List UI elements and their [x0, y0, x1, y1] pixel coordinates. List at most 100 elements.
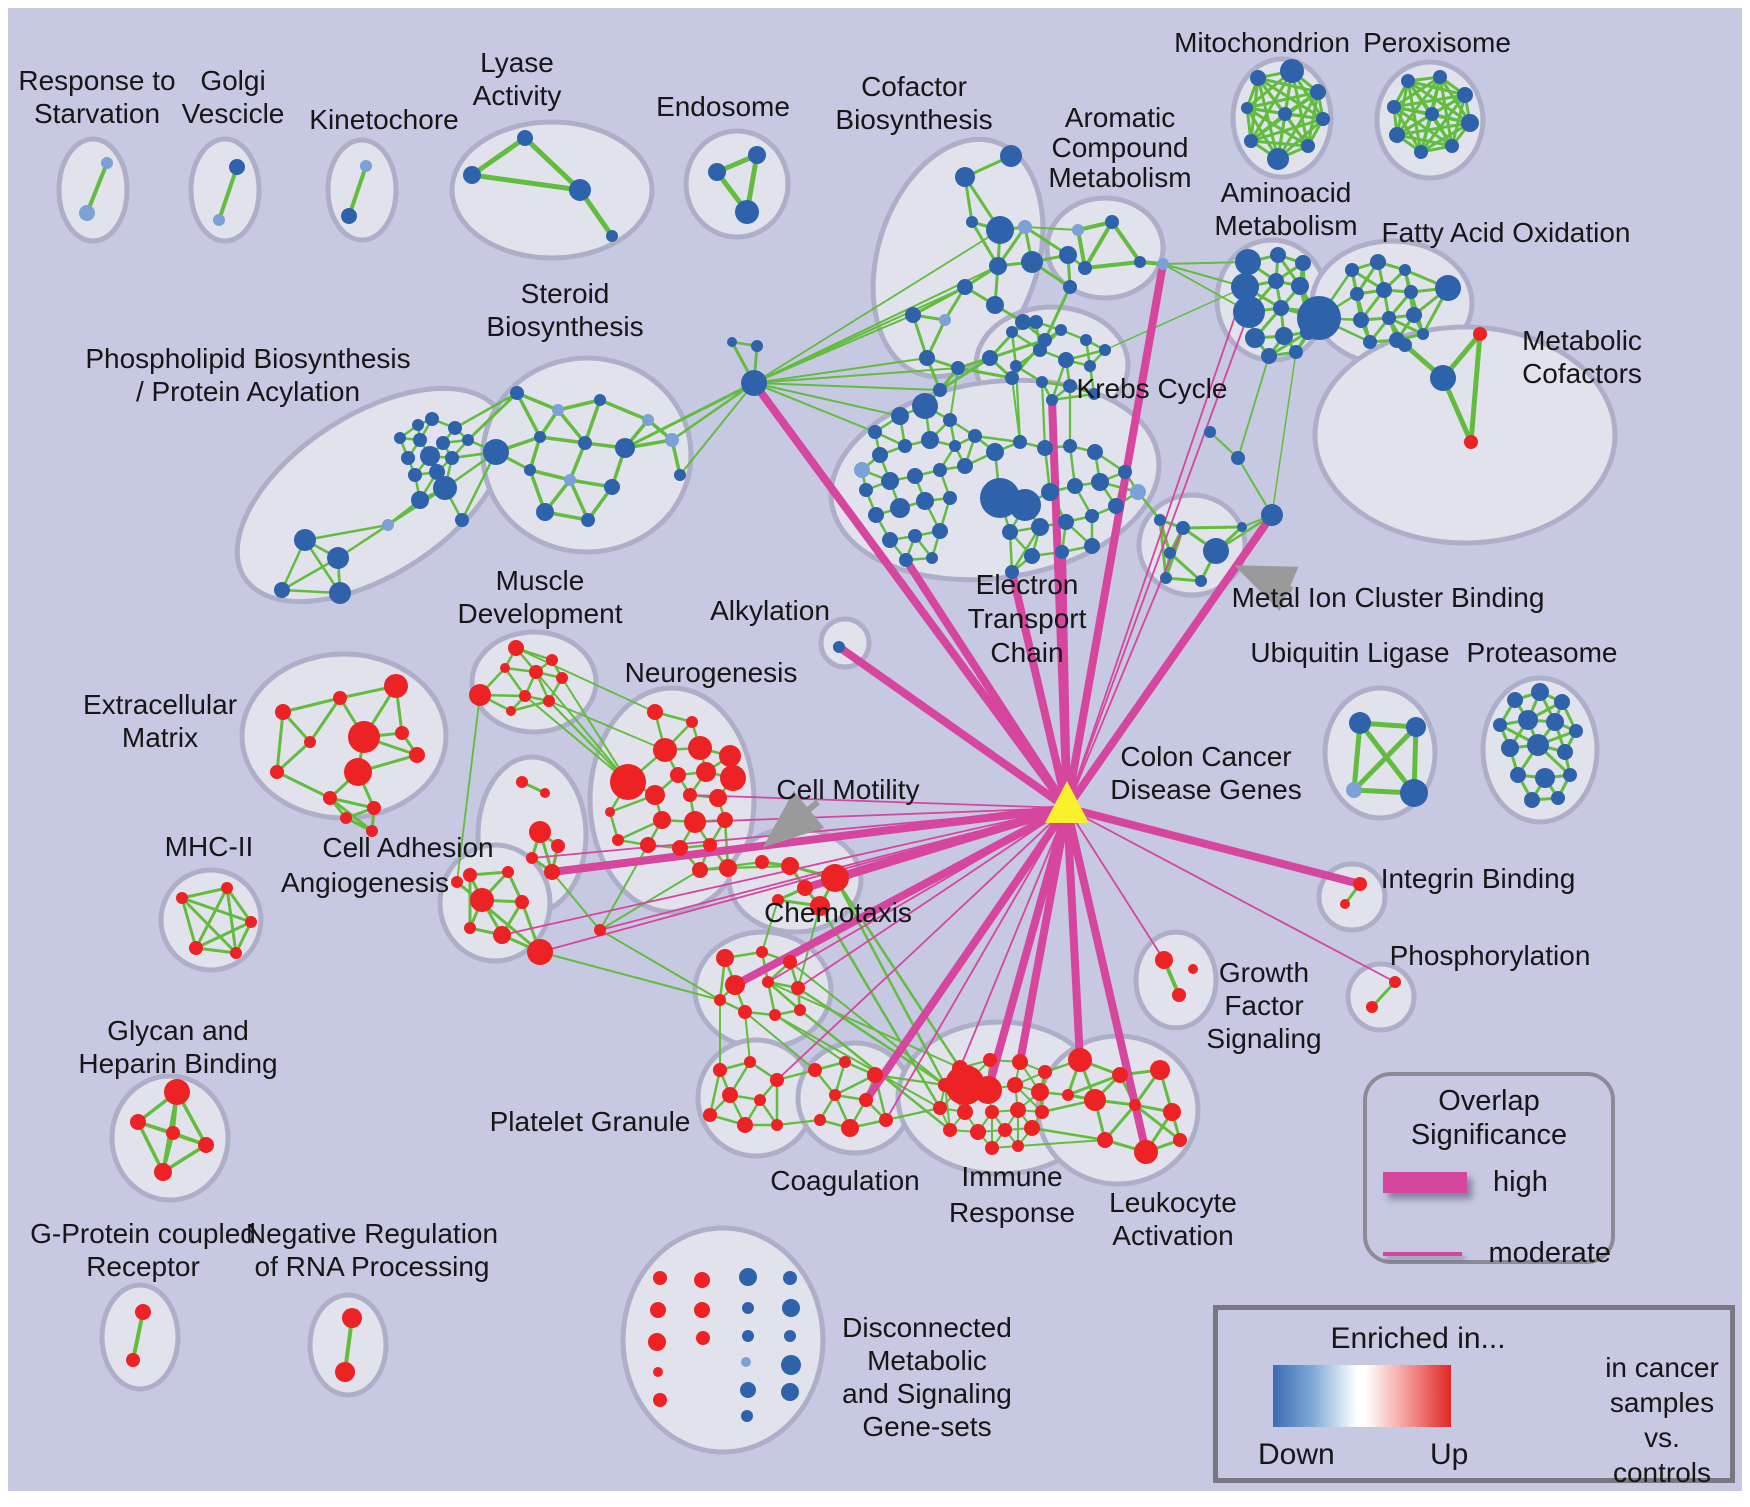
aromatic-compound-metabolism-node — [1105, 215, 1119, 229]
leukocyte-activation-node — [1062, 1089, 1074, 1101]
ubiquitin-ligase-node — [1346, 782, 1362, 798]
chemotaxis-node — [725, 975, 745, 995]
cofactor-biosynthesis-node — [1018, 220, 1032, 234]
immune-response-node — [943, 1123, 957, 1137]
phospholipid-protein-acylation-node — [413, 433, 427, 447]
fatty-acid-oxidation-node — [1370, 254, 1386, 270]
neurogenesis-node — [709, 789, 727, 807]
electron-transport-chain-node — [859, 483, 873, 497]
similarity-edge — [956, 366, 1014, 380]
mitochondrion-node — [1316, 112, 1330, 126]
growth-factor-signaling-node — [1188, 964, 1198, 974]
leukocyte-activation-node — [1150, 1060, 1170, 1080]
high-significance-swatch — [1383, 1172, 1467, 1193]
cell-adhesion-node — [451, 876, 463, 888]
similarity-edge — [509, 699, 551, 713]
similarity-edge — [217, 165, 239, 222]
neurogenesis-node — [672, 840, 688, 856]
proteasome-node — [1501, 739, 1519, 757]
krebs-cycle-node — [1088, 388, 1100, 400]
electron-transport-chain-node — [1085, 509, 1099, 523]
similarity-edge — [1162, 263, 1246, 288]
similarity-edge — [1256, 76, 1280, 161]
angiogenesis-node — [493, 926, 511, 944]
coagulation-node — [839, 1056, 851, 1068]
proteasome-node — [1518, 710, 1538, 730]
similarity-edge — [515, 391, 542, 439]
similarity-edge — [708, 1068, 722, 1117]
angiogenesis-node — [463, 868, 477, 882]
similarity-edge — [469, 172, 583, 193]
label-disconnected-gene-sets: Disconnected Metabolic and Signaling Gene-s… — [842, 1312, 1012, 1442]
similarity-edge — [455, 880, 542, 954]
krebs-cycle-node — [1029, 315, 1043, 329]
disconnected-gene-sets-node — [739, 1268, 757, 1286]
electron-transport-chain-node — [1087, 444, 1103, 460]
connector-node — [1261, 504, 1283, 526]
down-label: Down — [1258, 1438, 1335, 1471]
disconnected-gene-sets-node — [784, 1330, 796, 1342]
proteasome-node — [1535, 768, 1555, 788]
similarity-edge — [1392, 75, 1442, 109]
mhc-ii-node — [189, 941, 203, 955]
metal-ion-cluster-binding-node — [1160, 572, 1172, 584]
overlap-edge-moderate — [767, 807, 1068, 983]
cofactor-biosynthesis-node — [939, 314, 951, 326]
similarity-edge — [1245, 106, 1310, 148]
steroid-biosynthesis-node — [534, 431, 546, 443]
overlap-edge-high — [1048, 396, 1071, 812]
aromatic-compound-metabolism-node — [1157, 258, 1169, 270]
cluster-extracellular-matrix-ellipse — [239, 651, 449, 821]
similarity-edge — [753, 382, 941, 391]
coagulation-node — [841, 1119, 859, 1137]
phospholipid-protein-acylation-node — [448, 421, 462, 435]
electron-transport-chain-node — [932, 523, 948, 539]
disconnected-gene-sets-node — [781, 1383, 799, 1401]
connector-node — [1231, 451, 1245, 465]
fatty-acid-oxidation-node — [1404, 285, 1418, 299]
platelet-granule-node — [771, 1119, 783, 1131]
similarity-edge — [1468, 331, 1483, 445]
krebs-cycle-node — [1033, 343, 1047, 357]
muscle-development-node — [500, 663, 510, 673]
similarity-edge — [556, 398, 602, 412]
similarity-edge — [539, 951, 721, 1001]
neurogenesis-node — [670, 767, 686, 783]
neurogenesis-node — [719, 745, 741, 767]
label-leukocyte-activation: Leukocyte Activation — [1109, 1187, 1237, 1251]
fatty-acid-oxidation-node — [1363, 335, 1377, 349]
label-coagulation: Coagulation — [770, 1165, 919, 1196]
extracellular-matrix-node — [333, 691, 347, 705]
similarity-edge — [556, 408, 587, 445]
similarity-edge — [1083, 260, 1142, 270]
similarity-edge — [774, 1014, 941, 1109]
glycan-heparin-binding-node — [198, 1137, 214, 1153]
moderate-significance-swatch — [1383, 1251, 1463, 1256]
label-golgi-vescicle: Golgi Vescicle — [182, 65, 285, 129]
chemotaxis-node — [756, 946, 768, 958]
proteasome-node — [1563, 768, 1577, 782]
electron-transport-chain-node — [899, 553, 913, 567]
cofactor-biosynthesis-node — [919, 350, 935, 366]
similarity-edge — [1024, 226, 1079, 231]
aminoacid-metabolism-node — [1245, 328, 1265, 348]
fatty-acid-oxidation-node — [1406, 307, 1422, 323]
similarity-edge — [561, 677, 629, 783]
metal-ion-cluster-binding-node — [1237, 522, 1247, 532]
platelet-granule-node — [713, 1063, 727, 1077]
label-chemotaxis: Chemotaxis — [764, 897, 912, 928]
extracellular-matrix-node — [304, 736, 316, 748]
disconnected-gene-sets-node — [653, 1367, 663, 1377]
label-electron-transport-chain: Electron Transport Chain — [968, 569, 1087, 668]
proteasome-node — [1569, 724, 1583, 738]
cofactor-biosynthesis-node — [1015, 314, 1031, 330]
overlap-edge-moderate — [797, 807, 1068, 989]
cell-motility-node — [755, 855, 769, 869]
leukocyte-activation-node — [1084, 1089, 1106, 1111]
krebs-cycle-node — [1058, 352, 1074, 368]
negative-regulation-rna-node — [335, 1362, 355, 1382]
steroid-biosynthesis-node — [604, 479, 620, 495]
electron-transport-chain-node — [1024, 548, 1040, 564]
coagulation-node — [814, 1114, 826, 1126]
label-mitochondrion: Mitochondrion — [1174, 27, 1350, 58]
